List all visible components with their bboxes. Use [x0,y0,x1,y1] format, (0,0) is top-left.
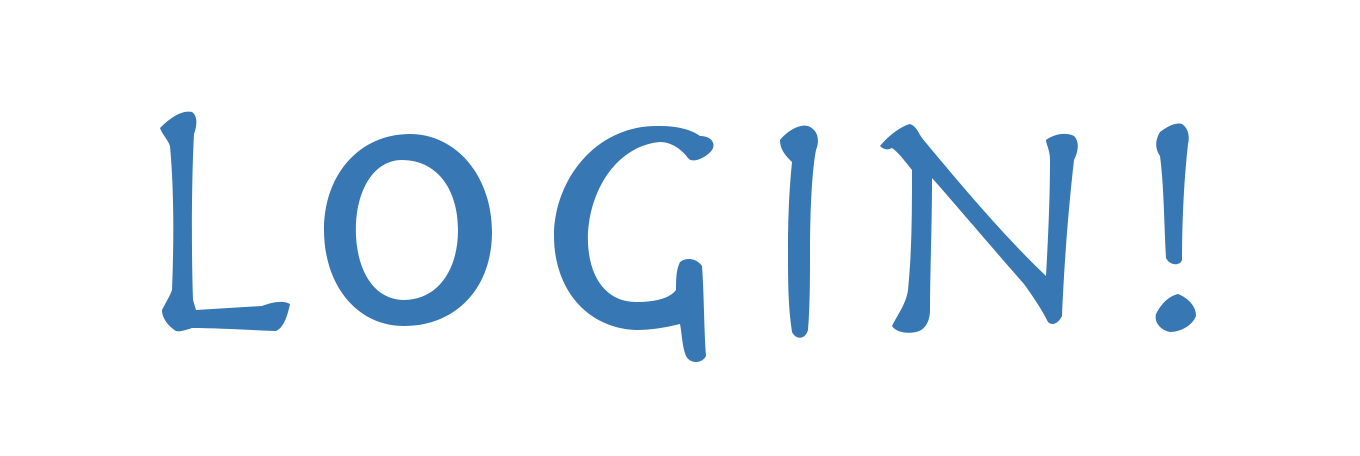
letter-g [554,125,714,363]
letter-o [324,134,492,326]
letter-n [880,124,1078,333]
letter-l [160,111,290,332]
letter-i [780,125,818,338]
exclamation-stem [1156,123,1189,265]
login-label-text: LOGIN! [678,439,682,441]
exclamation-dot [1155,294,1196,332]
